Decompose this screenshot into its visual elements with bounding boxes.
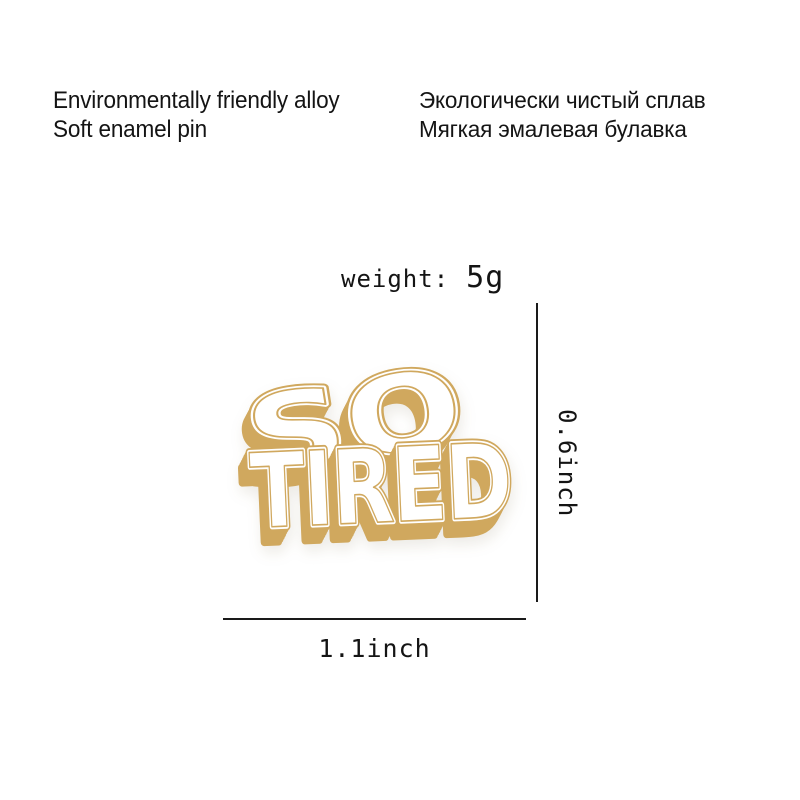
header-russian-line1: Экологически чистый сплав [419, 87, 706, 113]
width-dimension-line [223, 618, 526, 620]
weight-row: weight: 5g [341, 260, 504, 295]
weight-value: 5g [466, 260, 505, 295]
header-russian: Экологически чистый сплав Мягкая эмалева… [419, 86, 706, 144]
pin-word-tired-extrude: TIRED [243, 431, 508, 563]
header-english-line2: Soft enamel pin [53, 116, 207, 143]
pin-word-so: SO SO SO SO SO SO SO SO SO [226, 348, 476, 517]
pin-word-tired-inner-line: TIRED [248, 421, 513, 553]
pin-word-tired: TIRED TIRED TIRED TIRED TIRED TIRED TIRE… [236, 417, 517, 572]
pin-word-tired-face-white: TIRED [248, 421, 513, 553]
weight-label: weight: [341, 265, 450, 293]
pin-word-tired-extrude: TIRED [241, 433, 506, 565]
pin-word-tired-extrude: TIRED [245, 426, 510, 558]
pin-word-tired-extrude: TIRED [246, 423, 511, 555]
pin-word-tired-extrude: TIRED [240, 436, 505, 568]
pin-word-tired-extrude: TIRED [244, 428, 509, 560]
header-russian-line2: Мягкая эмалевая булавка [419, 116, 687, 142]
height-dimension-label: 0.6inch [553, 409, 581, 518]
enamel-pin-graphic: SO SO SO SO SO SO SO SO SO TIRED TIRED T… [226, 348, 517, 572]
width-dimension-label: 1.1inch [318, 634, 431, 663]
header-english-line1: Environmentally friendly alloy [53, 87, 340, 114]
pin-word-tired-face-rim: TIRED [248, 421, 513, 553]
height-dimension-line [536, 303, 538, 602]
header-english: Environmentally friendly alloy Soft enam… [53, 86, 340, 144]
